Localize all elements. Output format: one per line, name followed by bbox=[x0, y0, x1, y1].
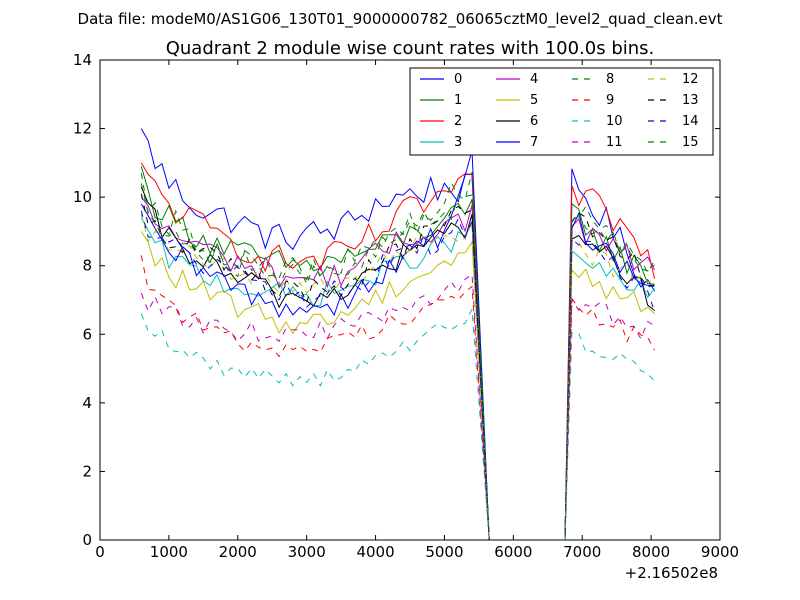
series-line-13 bbox=[140, 193, 655, 541]
plot-frame bbox=[99, 59, 721, 541]
legend-label-10: 10 bbox=[606, 114, 623, 129]
legend-label-2: 2 bbox=[454, 114, 462, 129]
series-line-5 bbox=[140, 231, 655, 541]
legend-label-5: 5 bbox=[530, 93, 538, 108]
series-line-0 bbox=[140, 128, 656, 541]
series-line-14 bbox=[140, 210, 656, 541]
legend-label-0: 0 bbox=[454, 72, 462, 87]
legend-label-8: 8 bbox=[606, 72, 614, 87]
legend-label-7: 7 bbox=[530, 135, 538, 150]
x-tick-label: 2000 bbox=[219, 543, 257, 561]
series-line-4 bbox=[140, 196, 656, 541]
x-offset-label: +2.16502e8 bbox=[625, 564, 718, 582]
y-tick-label: 14 bbox=[73, 51, 92, 69]
y-tick-label: 4 bbox=[82, 394, 92, 412]
y-tick-label: 0 bbox=[82, 531, 92, 549]
y-tick-label: 6 bbox=[82, 325, 92, 343]
series-line-8 bbox=[140, 171, 655, 541]
x-tick-label: 5000 bbox=[425, 543, 463, 561]
series-line-7 bbox=[140, 150, 655, 541]
series-lines bbox=[140, 128, 656, 541]
x-tick-label: 7000 bbox=[563, 543, 601, 561]
series-line-12 bbox=[140, 214, 655, 541]
series-line-15 bbox=[140, 183, 656, 541]
legend-label-1: 1 bbox=[454, 93, 462, 108]
legend-label-12: 12 bbox=[682, 72, 699, 87]
y-tick-label: 2 bbox=[82, 462, 92, 480]
series-line-3 bbox=[140, 217, 655, 541]
x-tick-label: 4000 bbox=[356, 543, 394, 561]
x-tick-label: 1000 bbox=[150, 543, 188, 561]
series-line-9 bbox=[140, 255, 656, 541]
x-tick-label: 0 bbox=[95, 543, 105, 561]
legend-label-4: 4 bbox=[530, 72, 538, 87]
y-tick-label: 8 bbox=[82, 257, 92, 275]
series-line-10 bbox=[140, 307, 655, 541]
legend-label-9: 9 bbox=[606, 93, 614, 108]
legend-label-3: 3 bbox=[454, 135, 462, 150]
x-tick-label: 3000 bbox=[288, 543, 326, 561]
legend-label-13: 13 bbox=[682, 93, 699, 108]
legend-label-14: 14 bbox=[682, 114, 699, 129]
x-tick-label: 9000 bbox=[701, 543, 739, 561]
legend-label-15: 15 bbox=[682, 135, 699, 150]
x-tick-label: 6000 bbox=[494, 543, 532, 561]
y-tick-label: 10 bbox=[73, 188, 92, 206]
x-tick-label: 8000 bbox=[632, 543, 670, 561]
legend-label-11: 11 bbox=[606, 135, 623, 150]
y-tick-label: 12 bbox=[73, 120, 92, 138]
series-line-11 bbox=[140, 273, 655, 541]
chart-title: Quadrant 2 module wise count rates with … bbox=[166, 38, 655, 59]
series-line-1 bbox=[140, 166, 655, 541]
series-line-2 bbox=[140, 162, 656, 541]
chart-suptitle: Data file: modeM0/AS1G06_130T01_90000007… bbox=[78, 10, 723, 29]
legend-box bbox=[409, 67, 714, 156]
legend-label-6: 6 bbox=[530, 114, 538, 129]
x-axis: 0 1000 2000 3000 4000 5000 6000 7000 8000 9000 bbox=[95, 60, 739, 561]
